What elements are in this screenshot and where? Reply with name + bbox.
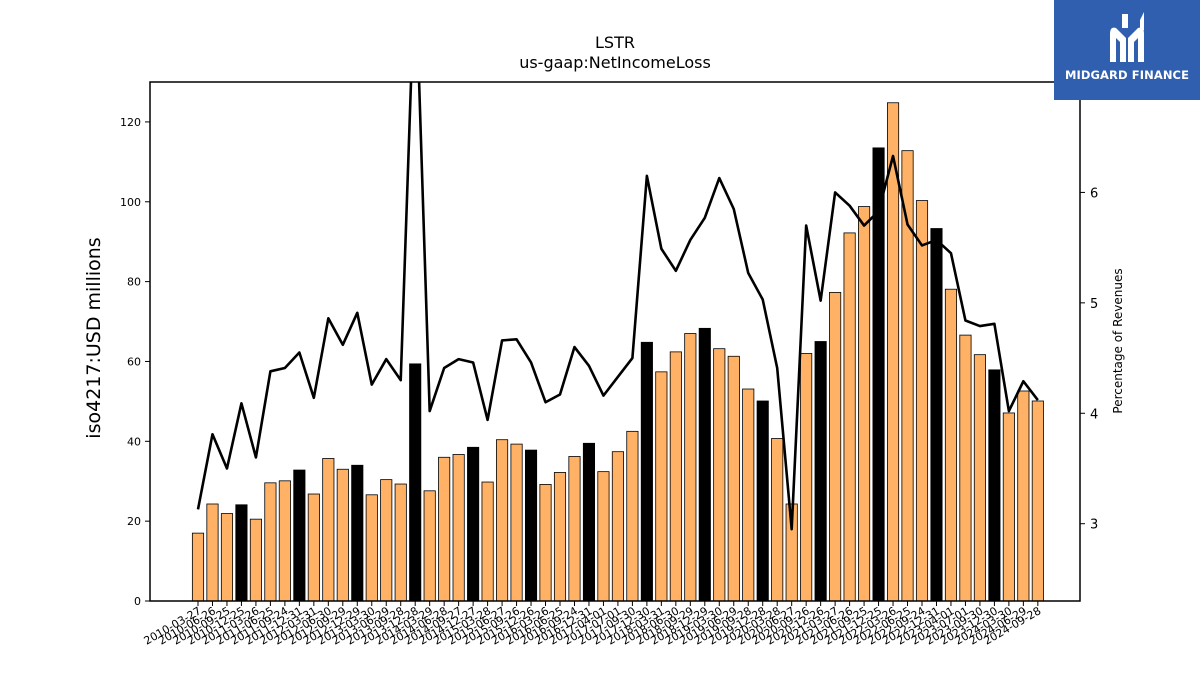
y2-tick-label: 6: [1090, 186, 1098, 201]
bar-2011-06-25: [264, 482, 277, 602]
bar-2023-12-30: [988, 369, 1001, 602]
bar-2016-09-24: [568, 456, 581, 602]
bar-2015-12-26: [524, 449, 538, 602]
bar-series: [191, 102, 1044, 602]
bar-2019-09-28: [742, 388, 755, 602]
bar-2020-12-26: [814, 341, 827, 602]
bar-2016-12-31: [582, 442, 596, 602]
plot-frame: [149, 81, 1081, 602]
bar-2011-03-26: [249, 518, 262, 602]
chart-subtitle: us-gaap:NetIncomeLoss: [519, 53, 711, 72]
bar-2020-09-26: [800, 353, 813, 602]
bar-2016-03-26: [539, 484, 552, 602]
bar-2012-03-31: [307, 493, 320, 602]
bar-2011-12-31: [293, 469, 306, 602]
y-axis-label: iso4217:USD millions: [83, 237, 105, 438]
bar-2010-12-25: [235, 504, 248, 602]
bar-2014-12-27: [467, 446, 480, 602]
bar-2018-03-31: [655, 371, 668, 602]
bar-2014-09-27: [452, 454, 465, 602]
bar-2013-12-28: [409, 363, 422, 602]
bar-2014-06-28: [438, 456, 451, 602]
bar-2016-06-25: [553, 472, 567, 602]
bar-2013-03-30: [365, 494, 378, 602]
bar-2017-12-30: [640, 341, 653, 602]
bar-2023-09-30: [973, 354, 986, 602]
bar-2017-04-01: [597, 471, 610, 602]
y-tick-label: 100: [120, 196, 141, 209]
bar-2023-04-01: [944, 288, 958, 602]
line-series: [196, 82, 1039, 531]
bar-2013-06-29: [380, 479, 393, 602]
bar-2017-07-01: [611, 451, 624, 602]
bar-2018-09-29: [684, 333, 697, 602]
bar-2015-03-28: [481, 481, 494, 602]
midgard-logo-icon: [1110, 12, 1144, 63]
y-tick-label: 20: [127, 515, 141, 528]
bar-2012-12-29: [351, 464, 364, 602]
y2-tick-label: 4: [1090, 407, 1098, 422]
y2-tick-label: 5: [1090, 297, 1098, 312]
bar-2024-09-28: [1031, 400, 1044, 602]
x-axis-ticks: 2010-03-272010-06-262010-09-252010-12-25…: [142, 601, 1043, 648]
bar-2015-06-27: [496, 439, 509, 602]
revenue-pct-line: [196, 82, 1039, 531]
bar-2019-06-29: [727, 355, 740, 602]
bar-2019-03-30: [713, 348, 726, 602]
bar-2023-07-01: [959, 334, 972, 602]
bar-2018-06-30: [669, 351, 682, 602]
bar-2024-06-29: [1017, 390, 1030, 602]
bar-2021-09-25: [858, 206, 871, 602]
bar-2014-03-29: [423, 490, 436, 602]
bar-2022-12-31: [930, 228, 943, 602]
y2-axis-label: Percentage of Revenues: [1111, 268, 1125, 413]
bar-2018-12-29: [698, 327, 711, 602]
bar-2010-09-25: [220, 513, 234, 602]
y-tick-label: 80: [127, 276, 141, 289]
bar-2010-03-27: [191, 532, 205, 602]
chart-title: LSTR: [595, 33, 635, 52]
y2-axis-ticks: 3 4 5 6: [1080, 186, 1098, 533]
bar-2017-09-30: [626, 430, 639, 602]
y2-tick-label: 3: [1090, 518, 1098, 533]
y-tick-label: 120: [120, 116, 141, 129]
y-tick-label: 40: [127, 435, 141, 448]
bar-2015-09-26: [510, 443, 523, 602]
bar-2022-09-24: [915, 200, 929, 602]
bar-2010-06-26: [206, 503, 219, 602]
bar-2012-06-30: [322, 458, 335, 602]
bar-2021-03-27: [829, 291, 842, 602]
bar-2012-09-29: [336, 468, 349, 602]
bar-2021-06-26: [843, 232, 856, 602]
bar-2013-09-28: [394, 483, 407, 602]
y-tick-label: 0: [134, 595, 141, 608]
y-axis-ticks: 0 20 40 60 80 100 120: [120, 116, 150, 608]
bar-2011-09-24: [278, 480, 291, 602]
y-tick-label: 60: [127, 355, 141, 368]
bar-2024-03-30: [1002, 412, 1015, 602]
bar-2020-03-28: [771, 438, 784, 602]
brand-name: MIDGARD FINANCE: [1064, 68, 1190, 82]
bar-2019-12-28: [756, 400, 769, 602]
brand-logo: MIDGARD FINANCE: [1054, 0, 1200, 100]
